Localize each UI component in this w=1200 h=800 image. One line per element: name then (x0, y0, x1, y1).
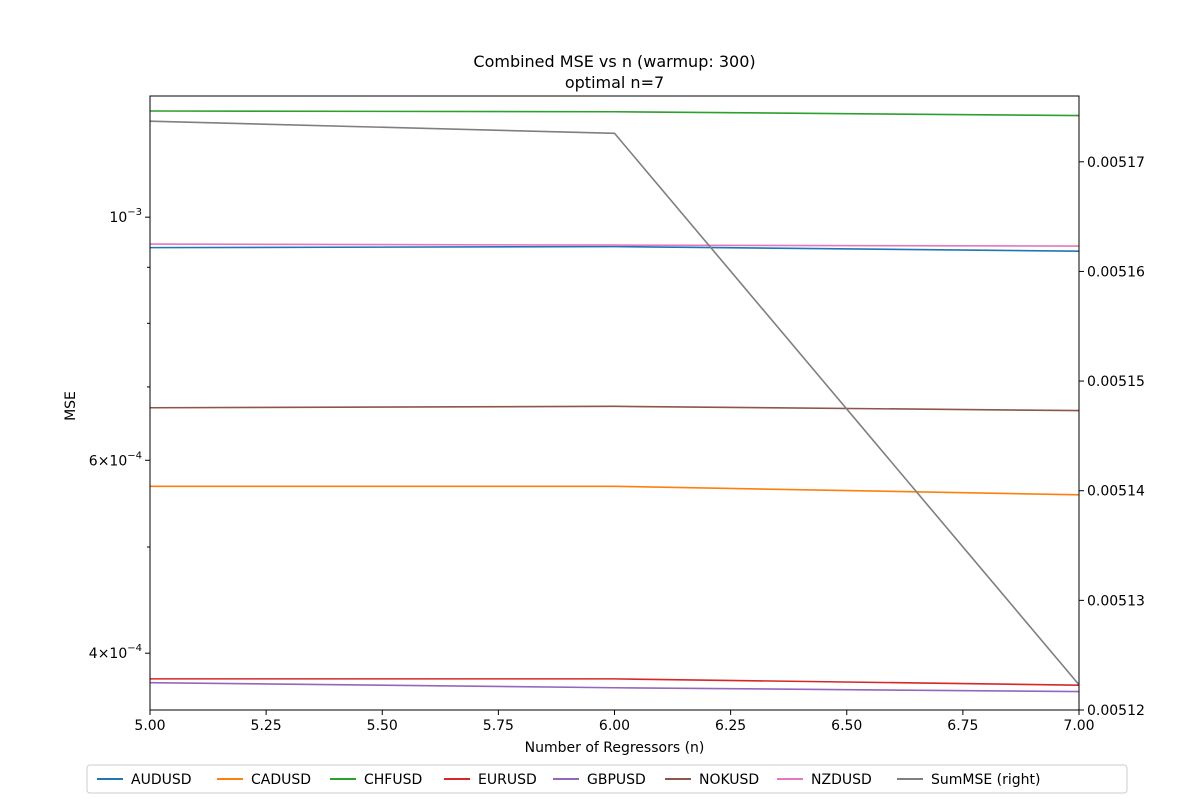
x-tick-label: 5.50 (367, 718, 398, 734)
y2-tick-label: 0.00516 (1087, 264, 1145, 280)
y-tick-exponent: −4 (127, 643, 142, 654)
x-tick-label: 7.00 (1063, 718, 1094, 734)
y-tick-exponent: −4 (127, 450, 142, 461)
legend-label-eurusd: EURUSD (478, 772, 537, 788)
y2-tick-label: 0.00515 (1087, 374, 1145, 390)
legend-label-nokusd: NOKUSD (699, 772, 759, 788)
y-tick-times: × (98, 646, 110, 662)
y-axis-label: MSE (63, 391, 79, 421)
y-tick-times: × (98, 453, 110, 469)
chart-subtitle: optimal n=7 (565, 73, 664, 92)
legend-label-gbpusd: GBPUSD (587, 772, 646, 788)
x-tick-label: 6.00 (599, 718, 630, 734)
x-tick-label: 5.75 (483, 718, 514, 734)
y2-tick-label: 0.00513 (1087, 593, 1145, 609)
x-tick-label: 6.25 (715, 718, 746, 734)
legend-label-nzdusd: NZDUSD (811, 772, 872, 788)
x-axis-label: Number of Regressors (n) (525, 740, 705, 756)
y2-tick-label: 0.00514 (1087, 484, 1145, 500)
axis-ticks: 5.00 5.25 5.50 5.75 6.00 6.25 6.50 6.75 7.004×10… (89, 155, 1145, 734)
series-line-gbpusd (149, 681, 1080, 693)
y-tick-mantissa: 4 (89, 646, 98, 662)
y-tick-base: 10 (109, 210, 127, 226)
x-tick-label: 6.50 (831, 718, 862, 734)
plot-frame (149, 95, 1080, 711)
legend-label-chfusd: CHFUSD (364, 772, 422, 788)
legend-label-summse-right: SumMSE (right) (931, 772, 1040, 788)
y-tick-mantissa: 6 (89, 453, 98, 469)
y-tick-label: 6×10−4 (89, 450, 142, 469)
series-lines (149, 110, 1080, 693)
y-tick-base: 10 (109, 453, 127, 469)
y-tick-base: 10 (109, 646, 127, 662)
legend-label-audusd: AUDUSD (131, 772, 192, 788)
legend-label-cadusd: CADUSD (251, 772, 311, 788)
series-line-summse-right (149, 120, 1080, 686)
x-tick-label: 6.75 (947, 718, 978, 734)
x-tick-label: 5.25 (251, 718, 282, 734)
y-tick-label: 10−3 (109, 207, 142, 226)
series-line-nokusd (149, 405, 1080, 412)
y2-tick-label: 0.00517 (1087, 155, 1145, 171)
series-line-nzdusd (149, 243, 1080, 247)
y-tick-exponent: −3 (127, 207, 142, 218)
y2-tick-label: 0.00512 (1087, 703, 1145, 719)
series-line-chfusd (149, 110, 1080, 117)
legend: AUDUSD CADUSD CHFUSD EURUSD GBPUSD NOKUSD NZDU… (86, 764, 1128, 794)
series-line-eurusd (150, 678, 1080, 686)
chart-title: Combined MSE vs n (warmup: 300) (473, 52, 755, 71)
legend-frame (86, 764, 1128, 794)
y-tick-label: 4×10−4 (89, 643, 142, 662)
series-line-audusd (149, 245, 1080, 252)
x-tick-label: 5.00 (134, 718, 165, 734)
series-line-cadusd (150, 485, 1080, 496)
